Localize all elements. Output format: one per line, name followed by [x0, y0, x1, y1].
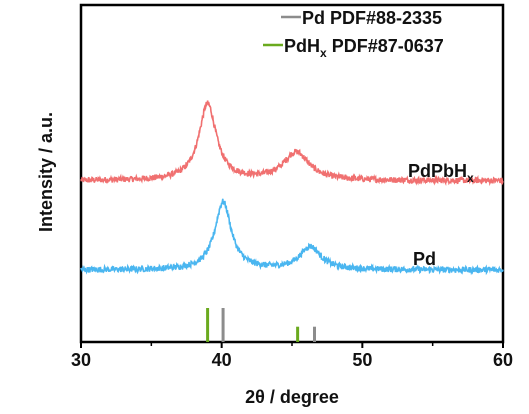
x-tick-label-40: 40: [212, 350, 232, 370]
legend-label-pd: Pd PDF#88-2335: [302, 8, 442, 28]
x-tick-label-30: 30: [71, 350, 91, 370]
legend-label-pdhx-main: PdH: [284, 36, 320, 56]
series-label-pdpbhx-sub: x: [467, 171, 474, 185]
series-label-pd: Pd: [413, 249, 436, 269]
legend-label-pdhx-sub: x: [320, 46, 327, 60]
legend: Pd PDF#88-2335 PdHx PDF#87-0637: [263, 8, 444, 60]
x-tick-label-60: 60: [493, 350, 513, 370]
x-tick-label-50: 50: [352, 350, 372, 370]
x-axis-label: 2θ / degree: [245, 387, 339, 407]
y-axis-label: Intensity / a.u.: [36, 112, 56, 232]
x-axis-ticks: 30 40 50 60: [71, 342, 513, 370]
series-label-pdpbhx-main: PdPbH: [408, 161, 467, 181]
legend-label-pdhx-tail: PDF#87-0637: [327, 36, 444, 56]
reference-lines: [206, 308, 317, 342]
series-label-pdpbhx: PdPbHx: [408, 161, 474, 185]
series-layer: [80, 100, 504, 276]
series-line-pd: [80, 198, 504, 276]
legend-label-pdhx: PdHx PDF#87-0637: [284, 36, 444, 60]
series-line-pdpbhx: [80, 100, 504, 187]
